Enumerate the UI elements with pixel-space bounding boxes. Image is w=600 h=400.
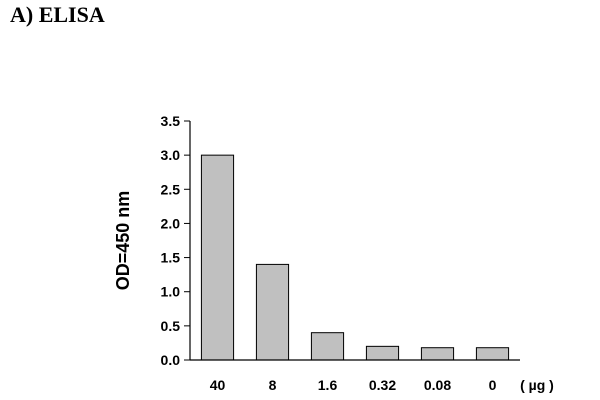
x-tick-label: 0: [489, 377, 497, 393]
bar: [420, 347, 455, 361]
bar: [310, 332, 345, 361]
x-axis-unit-label: ( µg ): [520, 377, 554, 393]
x-tick-label: 40: [210, 377, 226, 393]
page-title: A) ELISA: [10, 2, 105, 27]
y-tick-label: 3.5: [161, 113, 181, 129]
y-tick-label: 1.5: [161, 250, 181, 266]
bars-group: [200, 154, 510, 361]
y-tick-label: 2.5: [161, 181, 181, 197]
x-axis-labels: 40 8 1.6 0.32 0.08 0: [210, 377, 497, 393]
y-axis-ticks: 0.0 0.5 1.0 1.5 2.0 2.5 3.0 3.5: [161, 113, 190, 368]
x-tick-label: 8: [269, 377, 277, 393]
y-tick-label: 3.0: [161, 147, 181, 163]
bar: [255, 263, 290, 361]
y-tick-label: 0.0: [161, 352, 181, 368]
y-tick-label: 2.0: [161, 215, 181, 231]
y-axis-title: OD=450 nm: [113, 191, 133, 291]
y-tick-label: 0.5: [161, 318, 181, 334]
x-tick-label: 1.6: [318, 377, 338, 393]
x-tick-label: 0.32: [369, 377, 396, 393]
y-tick-label: 1.0: [161, 284, 181, 300]
bar: [200, 154, 235, 361]
bar: [365, 345, 400, 361]
x-tick-label: 0.08: [424, 377, 451, 393]
bar: [475, 347, 510, 361]
